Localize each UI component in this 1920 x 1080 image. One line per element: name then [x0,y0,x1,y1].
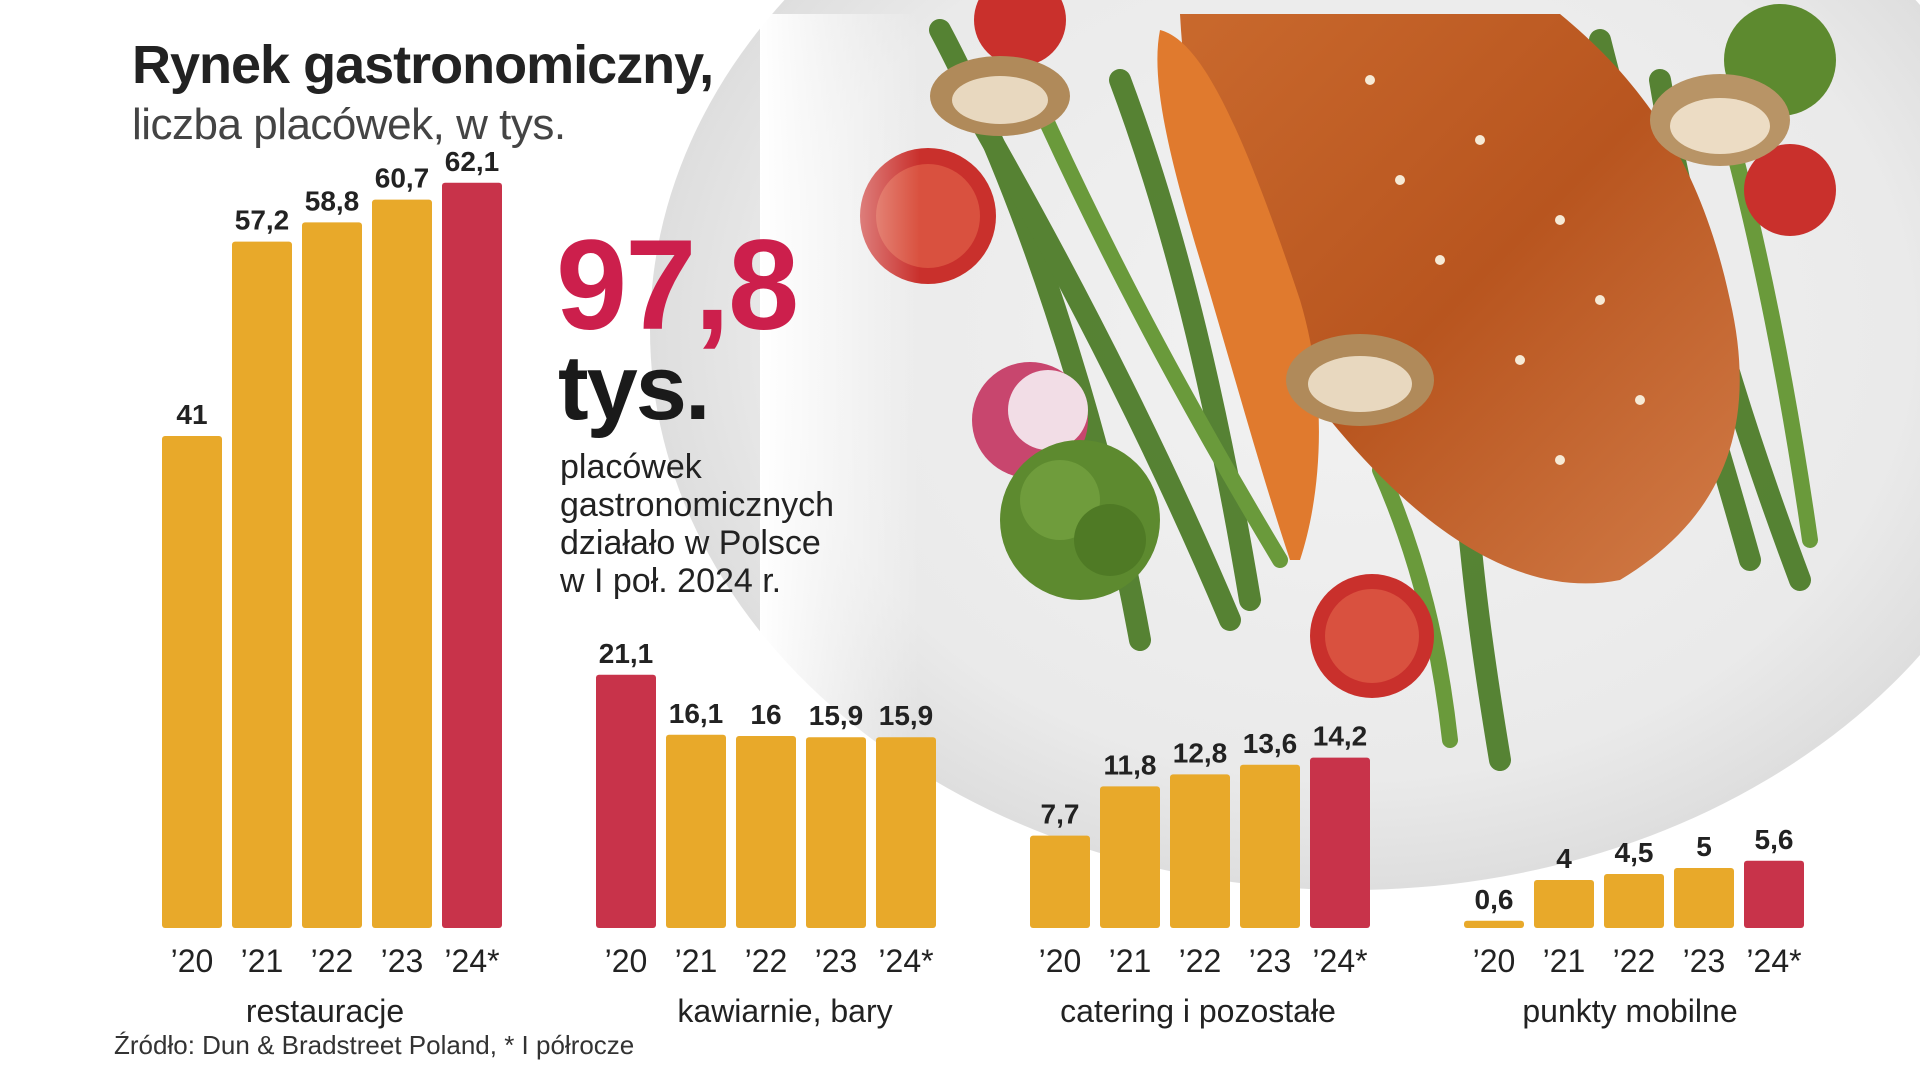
category-title: restauracje [246,993,404,1029]
chart-panel: 41 ’20 57,2 ’21 58,8 ’22 60,7 ’23 62,1 ’24* restau… [162,146,502,1029]
chart-panel: 0,6 ’20 4 ’21 4,5 ’22 5 ’23 5,6 ’24*punkty mobiln… [1464,824,1804,1029]
x-tick-label: ’20 [605,943,648,979]
bar [232,241,292,929]
salmon-fillet [1180,14,1740,584]
bar [1030,835,1090,928]
bar-value-label: 14,2 [1313,721,1368,752]
x-tick-label: ’21 [675,943,718,979]
bar [1534,880,1594,928]
source-note: Źródło: Dun & Bradstreet Poland, * I pół… [114,1030,635,1060]
x-tick-label: ’23 [381,943,424,979]
highlight-desc-line: gastronomicznych [560,486,835,524]
bar [876,737,936,928]
bar-value-label: 11,8 [1104,749,1157,780]
bar [806,737,866,928]
tomato-half [974,0,1066,66]
chart-panel: 7,7 ’20 11,8 ’21 12,8 ’22 13,6 ’23 14,2 ’24* cater… [1030,721,1370,1029]
x-tick-label: ’24* [878,943,933,979]
bar [1464,920,1524,928]
bar [1310,757,1370,928]
highlight-description: placówek gastronomicznych działało w Pol… [560,448,890,600]
bar-value-label: 15,9 [879,700,934,731]
bar-value-label: 5,6 [1755,824,1794,855]
bar-value-label: 12,8 [1173,737,1228,768]
bar-value-label: 16 [750,699,781,730]
chart-panel: 21,1 ’20 16,1 ’21 16 ’22 15,9 ’23 15,9 ’24* kawiar… [596,638,936,1029]
x-tick-label: ’24* [1746,943,1801,979]
category-title: punkty mobilne [1522,993,1737,1029]
x-tick-label: ’22 [311,943,354,979]
bar [1744,860,1804,928]
bar-value-label: 0,6 [1475,884,1514,915]
bar-value-label: 4,5 [1615,837,1654,868]
highlight-desc-line: działało w Polsce [560,524,821,562]
bar [302,222,362,928]
bar-value-label: 21,1 [599,638,654,669]
bar [596,674,656,928]
bar [1100,786,1160,928]
highlight-desc-line: placówek [560,448,702,486]
x-tick-label: ’21 [241,943,284,979]
x-tick-label: ’22 [745,943,788,979]
category-title: catering i pozostałe [1060,993,1336,1029]
bar-value-label: 57,2 [235,205,290,236]
highlight-value: 97,8 [556,214,799,357]
bar [1604,874,1664,928]
bar [666,734,726,928]
bar-value-label: 60,7 [375,163,430,194]
bar-value-label: 16,1 [669,698,724,729]
category-title: kawiarnie, bary [677,993,892,1029]
bar-value-label: 15,9 [809,700,864,731]
x-tick-label: ’24* [1312,943,1367,979]
bar-value-label: 41 [176,399,207,430]
bar-value-label: 7,7 [1041,799,1080,830]
x-tick-label: ’23 [1683,943,1726,979]
bar [162,436,222,928]
bar-value-label: 4 [1556,843,1572,874]
x-tick-label: ’21 [1109,943,1152,979]
bar-value-label: 13,6 [1243,728,1298,759]
x-tick-label: ’23 [1249,943,1292,979]
x-tick-label: ’24* [444,943,499,979]
bar [1674,868,1734,928]
chart-subtitle: liczba placówek, w tys. [132,100,566,149]
x-tick-label: ’22 [1179,943,1222,979]
bar [1240,764,1300,928]
bar-value-label: 58,8 [305,185,360,216]
x-tick-label: ’20 [171,943,214,979]
x-tick-label: ’22 [1613,943,1656,979]
tomato-half [1744,144,1836,236]
bar-value-label: 5 [1696,831,1712,862]
highlight-unit: tys. [558,337,711,439]
x-tick-label: ’20 [1473,943,1516,979]
chart-title: Rynek gastronomiczny, [132,35,714,95]
x-tick-label: ’23 [815,943,858,979]
bar [1170,774,1230,928]
x-tick-label: ’20 [1039,943,1082,979]
bar [372,199,432,929]
bar [442,182,502,929]
highlight-desc-line: w I poł. 2024 r. [560,562,782,600]
bar [736,736,796,928]
bar-value-label: 62,1 [445,146,500,177]
carrot [1157,30,1319,560]
x-tick-label: ’21 [1543,943,1586,979]
